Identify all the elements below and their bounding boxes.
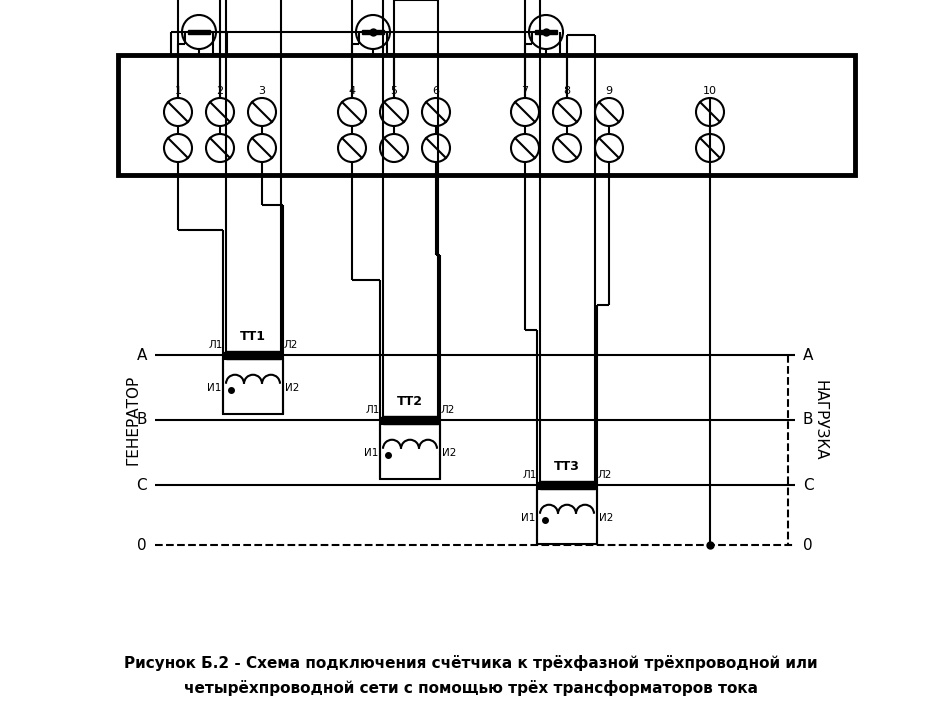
Text: И2: И2	[285, 383, 300, 392]
Text: B: B	[803, 413, 814, 427]
Bar	[535, 30, 557, 34]
Bar	[188, 30, 210, 34]
Bar	[537, 489, 597, 544]
Text: Л2: Л2	[441, 405, 455, 415]
Text: B: B	[137, 413, 147, 427]
Text: 5: 5	[391, 86, 398, 96]
Text: 6: 6	[432, 86, 440, 96]
Text: ГЕНЕРАТОР: ГЕНЕРАТОР	[125, 375, 140, 465]
Bar	[118, 55, 855, 175]
Text: 3: 3	[258, 86, 266, 96]
Text: 0: 0	[803, 537, 813, 553]
Text: Рисунок Б.2 - Схема подключения счётчика к трёхфазной трёхпроводной или: Рисунок Б.2 - Схема подключения счётчика…	[124, 655, 818, 671]
Text: НАГРУЗКА: НАГРУЗКА	[813, 380, 827, 460]
Text: Л1: Л1	[365, 405, 380, 415]
Text: 4: 4	[349, 86, 355, 96]
Text: A: A	[137, 347, 147, 363]
Text: 2: 2	[217, 86, 223, 96]
Text: ТТ2: ТТ2	[397, 395, 423, 408]
Text: Л2: Л2	[597, 470, 612, 480]
Text: Л2: Л2	[284, 340, 298, 350]
Bar	[225, 351, 281, 359]
Text: 7: 7	[522, 86, 528, 96]
Text: 8: 8	[563, 86, 571, 96]
Bar	[223, 359, 283, 414]
Text: И1: И1	[206, 383, 221, 392]
Text: ТТ1: ТТ1	[240, 330, 266, 343]
Text: C: C	[137, 478, 147, 493]
Text: C: C	[803, 478, 814, 493]
Text: И2: И2	[599, 513, 613, 523]
Text: Л1: Л1	[208, 340, 222, 350]
Text: Л1: Л1	[522, 470, 537, 480]
Text: четырёхпроводной сети с помощью трёх трансформаторов тока: четырёхпроводной сети с помощью трёх тра…	[184, 680, 758, 696]
Text: И1: И1	[364, 448, 378, 458]
Text: 1: 1	[174, 86, 182, 96]
Text: И1: И1	[521, 513, 535, 523]
Bar	[540, 481, 594, 489]
Text: 9: 9	[606, 86, 612, 96]
Text: 0: 0	[138, 537, 147, 553]
Text: 10: 10	[703, 86, 717, 96]
Text: A: A	[803, 347, 813, 363]
Text: И2: И2	[442, 448, 456, 458]
Bar	[362, 30, 384, 34]
Bar	[382, 416, 437, 424]
Text: ТТ3: ТТ3	[554, 460, 580, 473]
Bar	[380, 424, 440, 479]
